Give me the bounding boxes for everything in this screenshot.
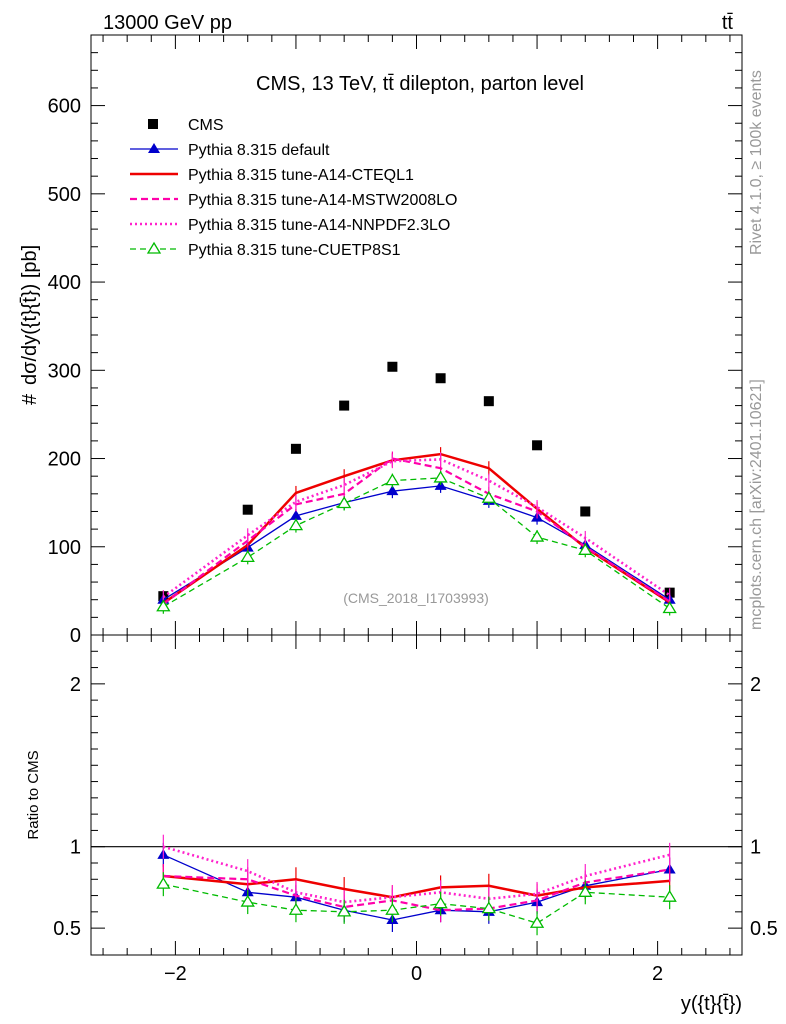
main-y-tick-label: 600 [48,96,81,118]
x-tick-label: 0 [411,963,422,985]
legend-label-cms: CMS [188,117,224,134]
ratio-point-cuetp8s1 [337,904,352,917]
x-axis-label: y({t}{t̄}) [681,993,742,1015]
legend-label-default: Pythia 8.315 default [188,142,330,159]
ratio-point-cuetp8s1 [385,902,400,915]
ratio-y-axis-label: Ratio to CMS [25,750,42,839]
x-tick-label: −2 [164,963,187,985]
mcplots-reference-label: mcplots.cern.ch [arXiv:2401.10621] [748,379,765,630]
analysis-watermark: (CMS_2018_I1703993) [343,590,489,606]
main-title: CMS, 13 TeV, tt̄ dilepton, parton level [256,73,584,95]
main-y-tick-label: 100 [48,537,81,559]
ratio-y-tick-label: 1 [70,837,81,859]
main-point-cuetp8s1 [529,529,545,542]
main-point-cms [580,506,591,517]
legend-marker-cuetp8s1 [146,241,162,254]
ratio-point-cuetp8s1 [433,896,448,909]
legend-label-mstw: Pythia 8.315 tune-A14-MSTW2008LO [188,192,457,209]
ratio-series-cuetp8s1 [156,872,677,936]
x-tick-label: 2 [652,963,663,985]
main-point-cuetp8s1 [578,543,593,555]
main-point-cms [242,504,253,515]
main-point-cuetp8s1 [337,496,352,509]
main-series-cms [158,361,675,602]
main-point-cms [483,396,494,407]
main-point-cms [532,440,543,451]
rivet-version-label: Rivet 4.1.0, ≥ 100k events [748,70,765,255]
ratio-point-cuetp8s1 [288,902,304,915]
y-axis-title: dσ/dy({t}{t̄}) [pb] [19,245,41,385]
legend-marker-default [148,143,160,153]
main-y-tick-label: 400 [48,272,81,294]
legend-marker-cms [148,119,158,129]
main-y-tick-label: 200 [48,449,81,471]
ratio-series-cteql1 [162,864,671,910]
process-label: tt̄ [722,12,734,34]
energy-label: 13000 GeV pp [103,12,232,34]
ratio-point-cuetp8s1 [481,901,496,914]
main-line-default [162,485,671,601]
main-point-cms [339,400,350,411]
main-point-cuetp8s1 [288,518,304,531]
main-series-cuetp8s1 [156,470,677,616]
y-axis-hash: # [19,393,41,405]
ratio-y-tick-label: 2 [70,674,81,696]
main-point-cms [290,443,301,454]
main-y-axis-label: # dσ/dy({t}{t̄}) [pb] [19,245,41,405]
ratio-line-cteql1 [163,874,670,899]
ratio-point-cuetp8s1 [529,915,545,928]
main-point-default [386,485,399,496]
ratio-line-nnpdf [162,845,671,904]
main-point-cuetp8s1 [240,550,255,563]
ratio-point-cuetp8s1 [156,876,171,889]
main-line-nnpdf [162,458,671,599]
ratio-series-mstw [162,857,671,923]
main-series-nnpdf [162,452,671,605]
ratio-y-tick-label-right: 1 [750,837,761,859]
legend-label-cuetp8s1: Pythia 8.315 tune-CUETP8S1 [188,242,401,259]
main-y-tick-label: 300 [48,360,81,382]
ratio-point-cuetp8s1 [240,894,255,907]
ratio-point-cuetp8s1 [662,889,677,902]
main-series-mstw [162,451,671,612]
main-point-cuetp8s1 [481,490,496,503]
ratio-y-tick-label-right: 2 [750,674,761,696]
main-point-cuetp8s1 [433,470,448,483]
main-point-cms [435,373,446,384]
main-point-cuetp8s1 [385,473,400,486]
main-series-cteql1 [162,447,671,611]
legend-label-nnpdf: Pythia 8.315 tune-A14-NNPDF2.3LO [188,217,450,234]
ratio-point-cuetp8s1 [578,885,593,897]
main-point-cuetp8s1 [156,599,171,612]
ratio-y-tick-label: 0.5 [53,918,81,940]
main-series-default [157,478,676,607]
legend-label-cteql1: Pythia 8.315 tune-A14-CTEQL1 [188,167,414,184]
main-y-tick-label: 500 [48,184,81,206]
main-point-default [289,509,302,520]
ratio-line-cuetp8s1 [163,883,670,924]
ratio-line-mstw [163,868,670,912]
main-point-cuetp8s1 [662,601,677,614]
ratio-y-tick-label-right: 0.5 [750,918,778,940]
main-y-tick-label: 0 [70,625,81,647]
ratio-panel-frame [90,634,743,956]
ratio-line-default [163,854,670,921]
main-line-mstw [162,457,671,605]
main-point-cms [387,361,398,372]
main-line-cteql1 [162,452,671,605]
